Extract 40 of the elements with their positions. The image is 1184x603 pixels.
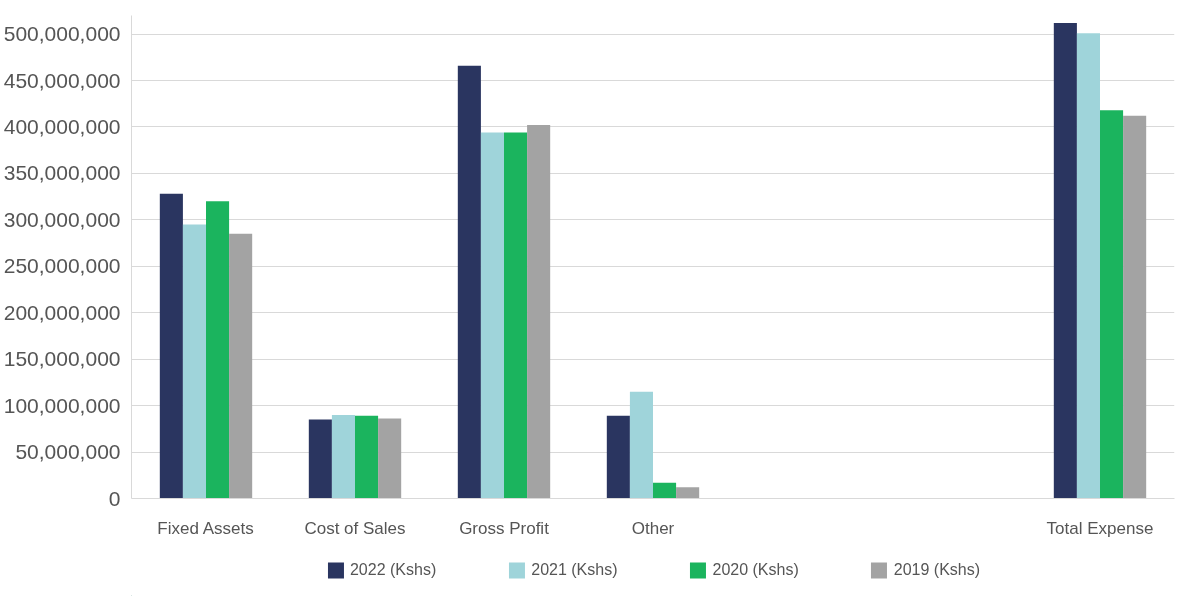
bar <box>1100 110 1124 499</box>
bar <box>676 487 700 499</box>
bar <box>1053 22 1077 499</box>
y-tick-label: 200,000,000 <box>3 300 121 324</box>
y-tick-label: 250,000,000 <box>3 254 121 278</box>
legend-label: 2021 (Kshs) <box>531 561 618 579</box>
bar <box>457 65 481 499</box>
bar <box>1076 33 1100 499</box>
bar <box>378 418 402 499</box>
x-tick-label: Total Expense <box>1046 518 1154 538</box>
y-tick-label: 0 <box>108 486 121 510</box>
bar <box>206 201 230 499</box>
x-tick-label: Fixed Assets <box>157 518 254 538</box>
y-tick-label: 450,000,000 <box>3 68 121 92</box>
y-tick-label: 100,000,000 <box>3 393 121 417</box>
y-tick-label: 400,000,000 <box>3 114 121 138</box>
bar <box>182 224 206 499</box>
bar <box>308 419 332 499</box>
bar <box>606 415 630 499</box>
y-tick-label: 50,000,000 <box>15 440 121 464</box>
bar <box>355 415 379 499</box>
bar <box>1123 115 1147 499</box>
bar <box>159 193 183 499</box>
x-tick-label: Cost of Sales <box>304 518 406 538</box>
bar <box>527 125 551 499</box>
bar <box>331 414 355 499</box>
y-tick-label: 300,000,000 <box>3 207 121 231</box>
x-tick-label: Gross Profit <box>459 518 550 538</box>
bar <box>229 233 253 499</box>
bar <box>504 132 528 499</box>
legend-label: 2020 (Kshs) <box>712 561 799 579</box>
y-tick-label: 150,000,000 <box>3 347 121 371</box>
legend-label: 2019 (Kshs) <box>893 561 981 579</box>
y-tick-label: 500,000,000 <box>3 22 121 46</box>
y-tick-label: 350,000,000 <box>3 161 121 185</box>
x-tick-label: Other <box>631 518 675 538</box>
bar <box>480 132 504 499</box>
bar <box>629 391 653 499</box>
legend-label: 2022 (Kshs) <box>349 561 437 579</box>
bar <box>653 482 677 499</box>
